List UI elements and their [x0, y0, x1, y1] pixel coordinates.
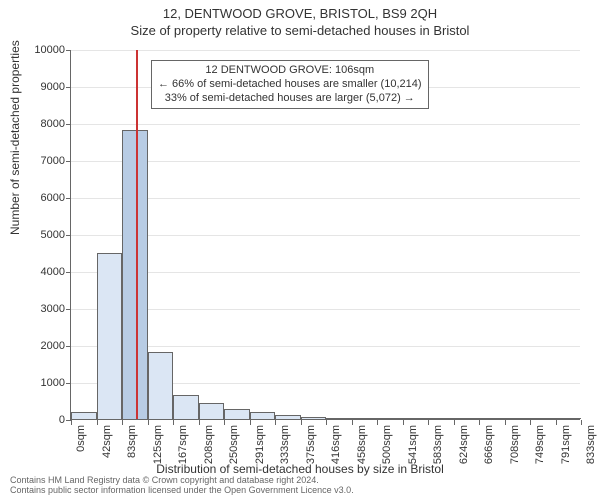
xtick-mark: [479, 420, 480, 425]
xtick-mark: [250, 420, 251, 425]
histogram-bar: [97, 253, 123, 420]
ytick-label: 6000: [15, 192, 65, 204]
ytick-label: 8000: [15, 118, 65, 130]
ytick-label: 9000: [15, 81, 65, 93]
histogram-bar: [479, 418, 505, 419]
plot-area: 0100020003000400050006000700080009000100…: [70, 50, 580, 420]
histogram-bar: [454, 418, 480, 419]
xtick-mark: [403, 420, 404, 425]
ytick-mark: [66, 235, 71, 236]
xtick-mark: [556, 420, 557, 425]
annotation-line2: ← 66% of semi-detached houses are smalle…: [158, 78, 422, 92]
histogram-bar: [71, 412, 97, 419]
y-axis-label: Number of semi-detached properties: [8, 40, 22, 235]
ytick-label: 7000: [15, 155, 65, 167]
xtick-mark: [71, 420, 72, 425]
histogram-bar: [530, 418, 556, 419]
histogram-bar: [173, 395, 199, 419]
xtick-mark: [301, 420, 302, 425]
ytick-mark: [66, 87, 71, 88]
annotation-box: 12 DENTWOOD GROVE: 106sqm← 66% of semi-d…: [151, 60, 429, 109]
ytick-mark: [66, 161, 71, 162]
histogram-bar: [377, 418, 403, 419]
ytick-mark: [66, 124, 71, 125]
histogram-bar: [199, 403, 225, 419]
histogram-bar: [403, 418, 429, 419]
ytick-mark: [66, 198, 71, 199]
xtick-mark: [275, 420, 276, 425]
ytick-mark: [66, 309, 71, 310]
ytick-label: 10000: [15, 44, 65, 56]
histogram-bar: [301, 417, 327, 419]
histogram-bar: [122, 130, 148, 419]
histogram-bar: [556, 418, 582, 419]
xtick-mark: [199, 420, 200, 425]
xtick-mark: [581, 420, 582, 425]
xtick-mark: [352, 420, 353, 425]
xtick-mark: [173, 420, 174, 425]
ytick-mark: [66, 272, 71, 273]
annotation-line1: 12 DENTWOOD GROVE: 106sqm: [158, 64, 422, 78]
footer-attribution: Contains HM Land Registry data © Crown c…: [10, 476, 354, 496]
histogram-bar: [428, 418, 454, 419]
annotation-line3: 33% of semi-detached houses are larger (…: [158, 92, 422, 106]
histogram-bar: [505, 418, 531, 419]
xtick-mark: [148, 420, 149, 425]
ytick-label: 4000: [15, 266, 65, 278]
histogram-bar: [148, 352, 174, 419]
x-axis-label: Distribution of semi-detached houses by …: [0, 462, 600, 476]
footer-line2: Contains public sector information licen…: [10, 486, 354, 496]
histogram-bar: [224, 409, 250, 419]
gridline: [71, 124, 580, 125]
reference-line: [136, 50, 138, 419]
histogram-bar: [250, 412, 276, 419]
ytick-label: 5000: [15, 229, 65, 241]
histogram-chart: 0100020003000400050006000700080009000100…: [70, 50, 580, 420]
ytick-mark: [66, 50, 71, 51]
page-title-line2: Size of property relative to semi-detach…: [0, 23, 600, 38]
gridline: [71, 50, 580, 51]
histogram-bar: [352, 418, 378, 419]
xtick-mark: [97, 420, 98, 425]
histogram-bar: [275, 415, 301, 419]
xtick-mark: [122, 420, 123, 425]
histogram-bar: [326, 418, 352, 419]
xtick-mark: [326, 420, 327, 425]
xtick-mark: [454, 420, 455, 425]
ytick-mark: [66, 346, 71, 347]
ytick-mark: [66, 383, 71, 384]
xtick-mark: [505, 420, 506, 425]
ytick-label: 1000: [15, 377, 65, 389]
ytick-label: 0: [15, 414, 65, 426]
ytick-label: 3000: [15, 303, 65, 315]
page-title-line1: 12, DENTWOOD GROVE, BRISTOL, BS9 2QH: [0, 6, 600, 21]
xtick-mark: [377, 420, 378, 425]
xtick-mark: [428, 420, 429, 425]
xtick-mark: [530, 420, 531, 425]
ytick-label: 2000: [15, 340, 65, 352]
xtick-mark: [224, 420, 225, 425]
